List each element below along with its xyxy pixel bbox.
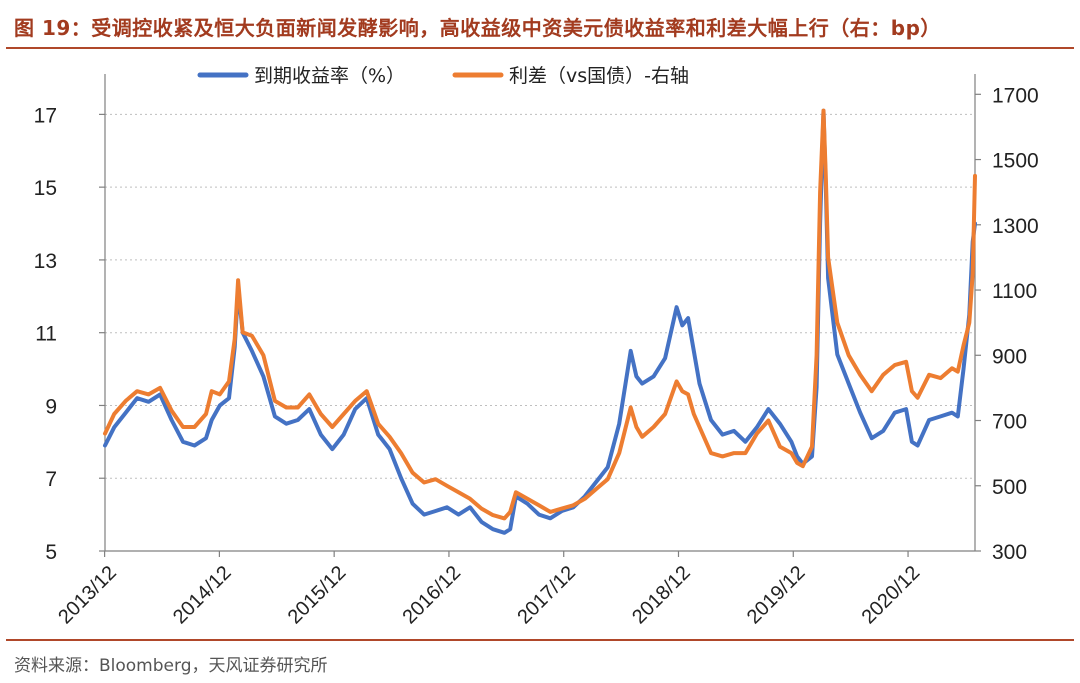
chart-title: 图 19：受调控收紧及恒大负面新闻发酵影响，高收益级中资美元债收益率和利差大幅上… xyxy=(14,16,941,40)
bottom-rule xyxy=(6,639,1074,641)
y-left-label-5: 5 xyxy=(45,541,57,564)
top-rule xyxy=(6,47,1074,49)
y-right-label-700: 700 xyxy=(992,411,1027,434)
y-right-label-1300: 1300 xyxy=(992,215,1039,238)
series-line-spread xyxy=(103,108,977,521)
y-left-label-9: 9 xyxy=(45,395,57,418)
x-label-2016/12: 2016/12 xyxy=(399,562,466,629)
x-label-2017/12: 2017/12 xyxy=(513,562,580,629)
y-right-label-1100: 1100 xyxy=(992,280,1037,303)
y-left-label-17: 17 xyxy=(34,104,57,127)
y-right-label-300: 300 xyxy=(992,541,1027,564)
y-right-label-1700: 1700 xyxy=(992,84,1039,107)
y-left-label-13: 13 xyxy=(34,250,57,273)
legend-label-yield: 到期收益率（%） xyxy=(254,65,405,87)
y-left-label-7: 7 xyxy=(45,468,57,491)
x-label-2020/12: 2020/12 xyxy=(858,562,925,629)
y-right-label-900: 900 xyxy=(992,345,1027,368)
source-note: 资料来源：Bloomberg，天风证券研究所 xyxy=(14,656,328,676)
y-left-label-11: 11 xyxy=(35,323,57,346)
x-label-2019/12: 2019/12 xyxy=(743,562,810,629)
y-right-label-500: 500 xyxy=(992,476,1027,499)
y-right-label-1500: 1500 xyxy=(992,150,1039,173)
x-label-2018/12: 2018/12 xyxy=(628,562,695,629)
x-label-2015/12: 2015/12 xyxy=(284,562,351,629)
x-label-2014/12: 2014/12 xyxy=(169,562,236,629)
y-left-label-15: 15 xyxy=(34,177,57,200)
chart-canvas: 5 7 9 11 13 15 17 300 500 700 900 1100 1300 1500 1700 2… xyxy=(34,65,1039,629)
legend-label-spread: 利差（vs国债）-右轴 xyxy=(509,65,689,87)
x-label-2013/12: 2013/12 xyxy=(54,562,121,629)
